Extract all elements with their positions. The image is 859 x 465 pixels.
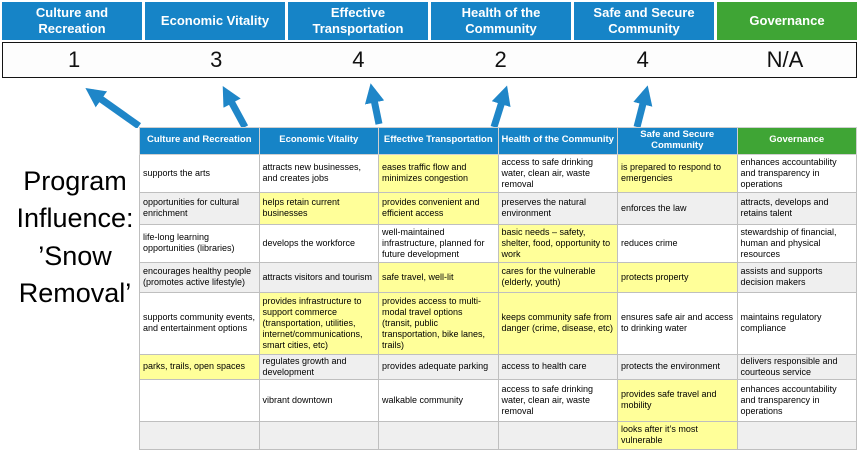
matrix-cell: develops the workforce — [258, 223, 379, 263]
matrix-cell: enhances accountability and transparency… — [736, 153, 857, 193]
up-arrow-icon — [222, 85, 249, 128]
matrix-body: supports the arts attracts new businesses… — [139, 153, 857, 450]
matrix-cell: access to health care — [497, 353, 618, 380]
matrix-row: life-long learning opportunities (librar… — [139, 223, 857, 263]
matrix-column-header: Safe and Secure Community — [617, 127, 738, 155]
matrix-cell: protects property — [617, 261, 738, 293]
matrix-cell: basic needs – safety, shelter, food, opp… — [497, 223, 618, 263]
matrix-cell — [497, 420, 618, 450]
matrix-cell: walkable community — [378, 378, 499, 422]
matrix-cell: vibrant downtown — [258, 378, 379, 422]
matrix-cell: ensures safe air and access to drinking … — [617, 291, 738, 355]
pillar-score: 4 — [636, 47, 649, 72]
matrix-cell — [139, 420, 260, 450]
pillar-header: Effective Transportation — [288, 2, 428, 40]
matrix-row: vibrant downtown walkable community access… — [139, 378, 857, 422]
pillar-header: Economic Vitality — [145, 2, 285, 40]
up-arrow-icon — [633, 85, 653, 128]
matrix-row: encourages healthy people (promotes acti… — [139, 261, 857, 293]
matrix-row: supports community events, and entertain… — [139, 291, 857, 355]
matrix-cell: attracts, develops and retains talent — [736, 191, 857, 225]
pillar-score: 3 — [210, 47, 223, 72]
matrix-cell: well-maintained infrastructure, planned … — [378, 223, 499, 263]
matrix-cell: encourages healthy people (promotes acti… — [139, 261, 260, 293]
matrix-cell: eases traffic flow and minimizes congest… — [378, 153, 499, 193]
matrix-row: supports the arts attracts new businesses… — [139, 153, 857, 193]
page-title: Program Influence: ’Snow Removal’ — [16, 166, 134, 308]
matrix-cell: helps retain current businesses — [258, 191, 379, 225]
matrix-cell: enforces the law — [617, 191, 738, 225]
pillar-header-row: Culture and Recreation Economic Vitality E… — [2, 2, 857, 40]
matrix-row: looks after it’s most vulnerable — [139, 420, 857, 450]
matrix-cell — [139, 378, 260, 422]
matrix-cell: delivers responsible and courteous servi… — [736, 353, 857, 380]
matrix-cell: preserves the natural environment — [497, 191, 618, 225]
matrix-cell: provides safe travel and mobility — [617, 378, 738, 422]
matrix-cell: attracts visitors and tourism — [258, 261, 379, 293]
matrix-row: opportunities for cultural enrichment hel… — [139, 191, 857, 225]
matrix-column-header: Governance — [736, 127, 857, 155]
pillar-header: Safe and Secure Community — [574, 2, 714, 40]
matrix-cell: protects the environment — [617, 353, 738, 380]
matrix-cell: cares for the vulnerable (elderly, youth… — [497, 261, 618, 293]
matrix-row: parks, trails, open spaces regulates grow… — [139, 353, 857, 380]
matrix-cell: supports community events, and entertain… — [139, 291, 260, 355]
up-arrow-icon — [490, 85, 511, 128]
matrix-cell: access to safe drinking water, clean air… — [497, 153, 618, 193]
matrix-column-header: Effective Transportation — [378, 127, 499, 155]
matrix-column-header: Culture and Recreation — [139, 127, 260, 155]
matrix-cell: maintains regulatory compliance — [736, 291, 857, 355]
matrix-cell: parks, trails, open spaces — [139, 353, 260, 380]
pillar-header: Health of the Community — [431, 2, 571, 40]
matrix-cell: provides adequate parking — [378, 353, 499, 380]
matrix-cell: enhances accountability and transparency… — [736, 378, 857, 422]
pillar-score: 2 — [494, 47, 507, 72]
matrix-cell: assists and supports decision makers — [736, 261, 857, 293]
matrix-cell — [736, 420, 857, 450]
matrix-cell: is prepared to respond to emergencies — [617, 153, 738, 193]
matrix-column-header: Health of the Community — [497, 127, 618, 155]
matrix-header-row: Culture and Recreation Economic Vitality E… — [139, 127, 857, 155]
matrix-cell: looks after it’s most vulnerable — [617, 420, 738, 450]
pillar-header: Governance — [717, 2, 857, 40]
arrows-layer — [85, 83, 653, 128]
matrix-cell: stewardship of financial, human and phys… — [736, 223, 857, 263]
matrix-cell: provides convenient and efficient access — [378, 191, 499, 225]
matrix-cell: provides infrastructure to support comme… — [258, 291, 379, 355]
matrix-cell: opportunities for cultural enrichment — [139, 191, 260, 225]
matrix-cell — [378, 420, 499, 450]
matrix-cell: provides access to multi-modal travel op… — [378, 291, 499, 355]
matrix-cell: reduces crime — [617, 223, 738, 263]
matrix-cell: attracts new businesses, and creates job… — [258, 153, 379, 193]
matrix-cell: safe travel, well-lit — [378, 261, 499, 293]
pillar-score: 4 — [352, 47, 365, 72]
pillar-score: 1 — [67, 47, 81, 72]
matrix-cell: supports the arts — [139, 153, 260, 193]
matrix-cell — [258, 420, 379, 450]
matrix-cell: access to safe drinking water, clean air… — [497, 378, 618, 422]
up-arrow-icon — [85, 88, 142, 128]
pillar-score: N/A — [766, 47, 804, 72]
influence-matrix: Culture and Recreation Economic Vitality E… — [139, 127, 857, 450]
pillar-header: Culture and Recreation — [2, 2, 142, 40]
up-arrow-icon — [364, 83, 385, 125]
matrix-column-header: Economic Vitality — [258, 127, 379, 155]
matrix-cell: life-long learning opportunities (librar… — [139, 223, 260, 263]
score-row: 1 3 4 2 4 N/A — [2, 42, 857, 78]
matrix-cell: regulates growth and development — [258, 353, 379, 380]
matrix-cell: keeps community safe from danger (crime,… — [497, 291, 618, 355]
